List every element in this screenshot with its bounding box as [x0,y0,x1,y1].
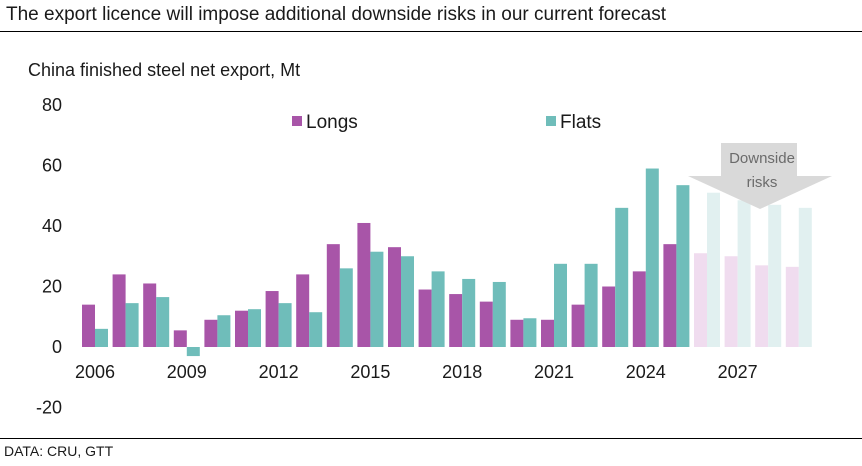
bar-longs-2021 [541,319,554,347]
bar-flats-2022 [584,263,598,347]
y-tick-label: 20 [42,277,62,297]
bar-longs-2010 [204,319,218,347]
bar-flats-2024 [645,168,659,347]
y-axis: 80 60 40 20 0 -20 [36,95,62,418]
bar-longs-2025 [663,244,677,347]
bar-flats-2008 [156,297,170,347]
bar-flats-2023 [615,207,629,347]
bar-longs-2020 [510,319,524,347]
bar-flats-2017 [431,271,445,347]
bar-longs-2014 [326,244,340,347]
bar-longs-2023 [602,286,616,347]
bar-longs-2029 [785,266,799,347]
x-tick-label: 2024 [626,362,666,382]
y-tick-label: 60 [42,156,62,176]
x-tick-label: 2012 [259,362,299,382]
chart-title: The export licence will impose additiona… [6,4,667,25]
bar-longs-2009 [173,330,187,347]
bar-longs-2022 [571,304,585,347]
bar-flats-2028 [768,204,782,347]
y-tick-label: 80 [42,95,62,115]
legend-swatch-flats [546,116,556,126]
downside-arrow [688,143,832,209]
x-tick-label: 2015 [350,362,390,382]
x-axis: 2006 2009 2012 2015 2018 2021 2024 2027 [75,362,758,382]
legend-swatch-longs [292,116,302,126]
bar-flats-2011 [248,309,261,347]
bar-longs-2017 [418,289,432,347]
x-tick-label: 2006 [75,362,115,382]
bar-longs-2013 [296,274,310,347]
bar-flats-2013 [309,312,323,347]
bar-longs-2007 [112,274,126,347]
x-tick-label: 2018 [442,362,482,382]
bar-longs-2006 [82,304,95,347]
bar-flats-2029 [798,207,812,347]
bar-longs-2012 [265,291,279,347]
bar-longs-2027 [724,256,738,347]
bar-longs-2019 [479,301,493,347]
bar-flats-2015 [370,251,384,347]
source-note: DATA: CRU, GTT [4,443,114,459]
bar-longs-2026 [694,253,707,347]
y-tick-label: 40 [42,216,62,236]
bar-flats-2025 [676,185,690,347]
y-tick-label: 0 [52,337,62,357]
bar-flats-2027 [737,200,751,347]
y-tick-label: -20 [36,398,62,418]
x-tick-label: 2027 [718,362,758,382]
top-rule [0,31,862,32]
bar-flats-2010 [217,315,231,347]
bars-group [82,168,812,357]
bar-flats-2019 [492,281,506,347]
bar-flats-2007 [125,303,139,347]
chart-subtitle: China finished steel net export, Mt [28,60,301,80]
bottom-rule [0,438,862,439]
bar-longs-2024 [632,271,646,347]
bar-longs-2011 [235,310,248,347]
legend-label-flats: Flats [560,112,601,133]
bar-longs-2016 [388,247,401,347]
bar-longs-2018 [449,294,463,347]
bar-longs-2008 [143,283,157,347]
x-tick-label: 2009 [167,362,207,382]
annotation-line-1: Downside [729,150,795,167]
downside-risks-annotation: Downside risks [688,143,832,209]
bar-flats-2021 [554,263,567,347]
legend-label-longs: Longs [306,112,358,133]
bar-flats-2012 [278,303,292,347]
bar-flats-2006 [95,328,108,347]
bar-flats-2020 [523,318,537,347]
bar-flats-2014 [339,268,353,347]
bar-flats-2009 [186,347,200,357]
annotation-line-2: risks [747,174,778,191]
x-tick-label: 2021 [534,362,574,382]
bar-flats-2018 [462,278,476,347]
bar-flats-2016 [401,256,414,347]
bar-flats-2026 [707,192,720,347]
legend: Longs Flats [292,112,601,133]
bar-longs-2015 [357,222,371,347]
bar-longs-2028 [755,265,769,347]
